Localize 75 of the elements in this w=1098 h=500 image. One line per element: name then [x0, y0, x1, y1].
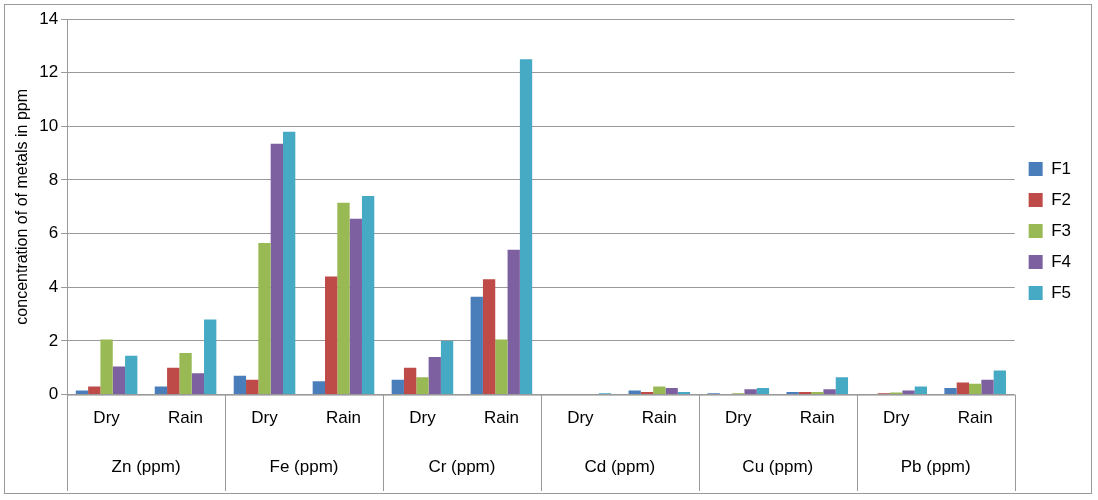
- bar: [944, 387, 957, 395]
- text: Zn (ppm): [111, 457, 181, 477]
- bar: [993, 370, 1006, 395]
- text: Pb (ppm): [900, 457, 971, 477]
- x-tick-label: Rain: [957, 408, 993, 428]
- y-tick-label: 12: [39, 62, 59, 82]
- bar: [179, 353, 192, 395]
- x-tick-label: Dry: [251, 408, 279, 428]
- bar: [470, 296, 483, 395]
- bar: [246, 379, 259, 395]
- bar: [191, 373, 205, 395]
- text: Cr (ppm): [428, 457, 496, 477]
- bar: [88, 386, 101, 395]
- text: Cu (ppm): [742, 457, 814, 477]
- x-tick-label: Dry: [725, 408, 752, 428]
- bar: [823, 389, 836, 395]
- bar: [744, 389, 757, 395]
- bar: [786, 391, 799, 395]
- bar: [167, 367, 180, 395]
- bar: [258, 243, 271, 395]
- x-tick-label: Dry: [409, 408, 437, 428]
- y-tick-label: 10: [39, 116, 59, 135]
- bar: [361, 196, 375, 395]
- bar: [270, 143, 283, 395]
- bar: [349, 218, 362, 395]
- bar: [100, 339, 113, 395]
- bar: [653, 386, 666, 395]
- bar: [325, 276, 338, 395]
- y-axis-title: concentration of of metals in ppm: [13, 88, 31, 325]
- x-tick-label: Rain: [641, 408, 677, 428]
- bar: [969, 383, 982, 395]
- bar: [956, 382, 970, 395]
- x-tick-label: Rain: [325, 408, 361, 428]
- bar: [312, 381, 325, 395]
- y-tick-label: 0: [48, 384, 59, 404]
- bar: [507, 249, 520, 395]
- bar: [233, 375, 247, 395]
- bar: [154, 386, 168, 395]
- x-tick-label: Rain: [483, 408, 519, 428]
- bar: [914, 386, 928, 395]
- x-tick-label: Dry: [567, 408, 595, 428]
- x-tick-label: Rain: [168, 408, 204, 428]
- bar: [902, 390, 915, 395]
- text: Fe (ppm): [269, 457, 339, 477]
- x-tick-label: Rain: [799, 408, 835, 428]
- bar: [416, 377, 429, 395]
- y-tick-label: 4: [48, 276, 59, 296]
- bar: [981, 379, 994, 395]
- text: Cd (ppm): [584, 457, 656, 477]
- bar: [428, 357, 441, 395]
- bar: [835, 377, 849, 395]
- bar: [403, 367, 417, 395]
- bar: [337, 202, 350, 395]
- bar: [391, 379, 404, 395]
- y-tick-label: 8: [48, 169, 59, 189]
- bar: [204, 319, 217, 395]
- legend-label: F1: [1051, 158, 1071, 178]
- legend-label: F5: [1051, 282, 1071, 302]
- bar: [282, 131, 296, 395]
- y-tick-label: 6: [48, 223, 59, 243]
- legend-label: F3: [1051, 220, 1071, 240]
- x-tick-label: Dry: [882, 408, 910, 428]
- bar: [112, 366, 126, 395]
- legend-label: F4: [1051, 251, 1071, 271]
- y-tick-label: 14: [39, 8, 59, 28]
- bar: [495, 339, 508, 395]
- legend-label: F2: [1051, 189, 1071, 209]
- x-tick-label: Dry: [93, 408, 121, 428]
- bar: [756, 387, 770, 395]
- bar: [440, 340, 454, 395]
- bar: [519, 59, 533, 395]
- bar: [125, 355, 138, 395]
- bar: [665, 387, 678, 395]
- bar: [482, 279, 496, 395]
- y-tick-label: 2: [48, 330, 59, 350]
